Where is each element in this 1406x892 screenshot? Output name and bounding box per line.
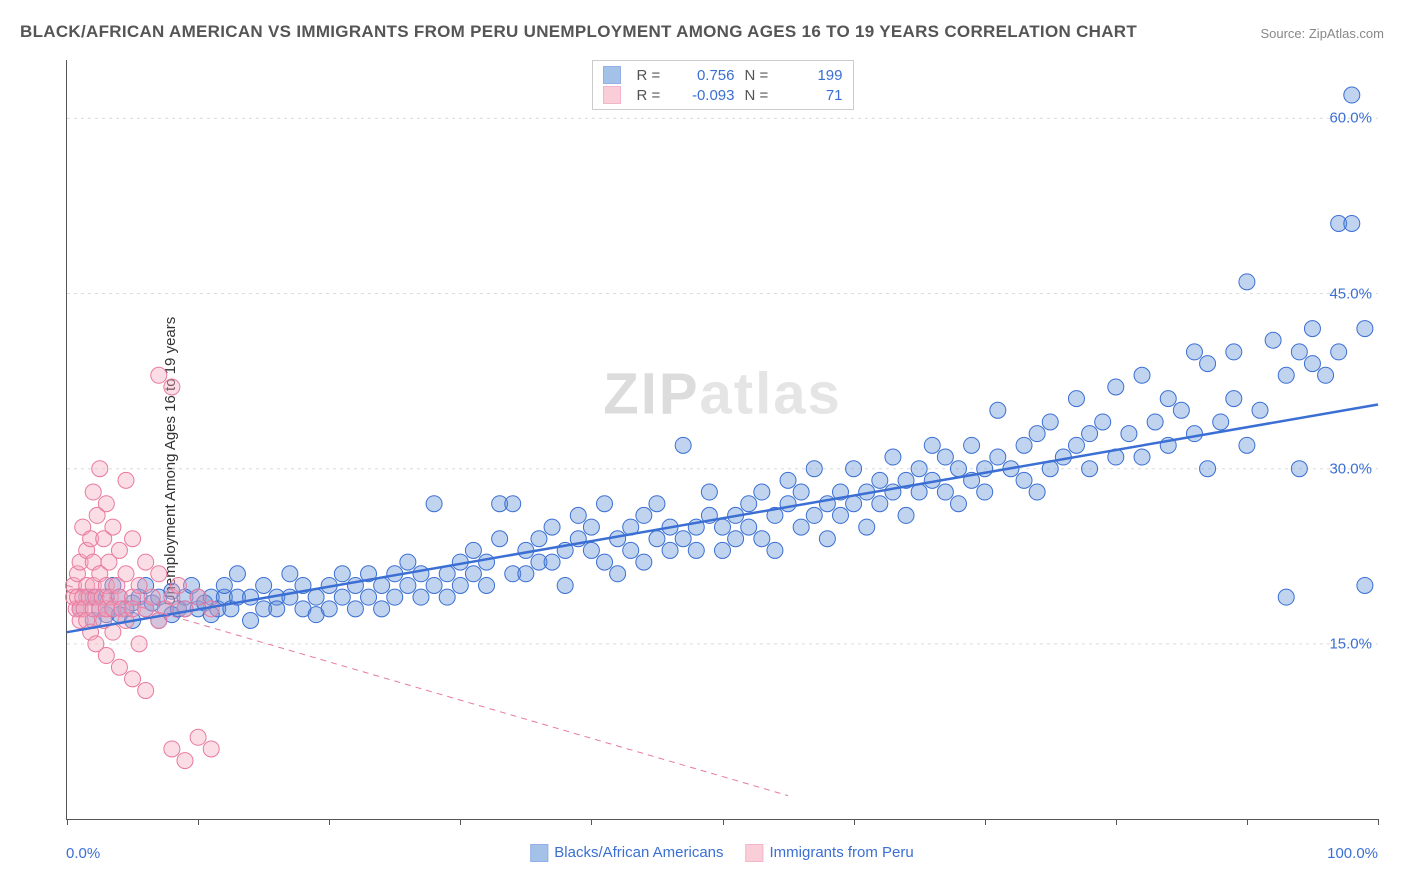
legend-swatch bbox=[530, 844, 548, 862]
legend-swatch bbox=[603, 86, 621, 104]
r-value: -0.093 bbox=[677, 87, 735, 104]
correlation-legend-row: R = 0.756 N = 199 bbox=[603, 65, 843, 85]
source-prefix: Source: bbox=[1260, 26, 1308, 41]
series-legend: Blacks/African Americans Immigrants from … bbox=[530, 844, 913, 862]
legend-swatch bbox=[603, 66, 621, 84]
n-label: N = bbox=[745, 87, 775, 104]
correlation-legend: R = 0.756 N = 199 R = -0.093 N = 71 bbox=[592, 60, 854, 110]
regression-line bbox=[67, 404, 1378, 632]
source-link[interactable]: ZipAtlas.com bbox=[1309, 26, 1384, 41]
x-tick-mark bbox=[1378, 819, 1379, 825]
legend-swatch bbox=[746, 844, 764, 862]
n-value: 71 bbox=[785, 87, 843, 104]
y-tick-label: 30.0% bbox=[1329, 460, 1372, 477]
y-tick-label: 60.0% bbox=[1329, 110, 1372, 127]
legend-label: Immigrants from Peru bbox=[770, 844, 914, 861]
correlation-legend-row: R = -0.093 N = 71 bbox=[603, 85, 843, 105]
plot-area: ZIPatlas R =0.756N =199R =-0.093N =71 15… bbox=[66, 60, 1378, 820]
regression-line bbox=[67, 585, 788, 795]
r-value: 0.756 bbox=[677, 67, 735, 84]
chart-title: BLACK/AFRICAN AMERICAN VS IMMIGRANTS FRO… bbox=[20, 22, 1137, 42]
n-value: 199 bbox=[785, 67, 843, 84]
x-axis-labels: 0.0% 100.0% Blacks/African Americans Immi… bbox=[66, 822, 1378, 862]
chart-container: Unemployment Among Ages 16 to 19 years Z… bbox=[18, 50, 1388, 872]
legend-item: Blacks/African Americans bbox=[530, 844, 723, 862]
y-tick-label: 45.0% bbox=[1329, 285, 1372, 302]
r-label: R = bbox=[637, 67, 667, 84]
source-attribution: Source: ZipAtlas.com bbox=[1260, 26, 1384, 41]
x-axis-max-label: 100.0% bbox=[1327, 845, 1378, 862]
y-tick-label: 15.0% bbox=[1329, 635, 1372, 652]
r-label: R = bbox=[637, 87, 667, 104]
n-label: N = bbox=[745, 67, 775, 84]
regression-layer bbox=[67, 60, 1378, 819]
legend-label: Blacks/African Americans bbox=[554, 844, 723, 861]
x-axis-min-label: 0.0% bbox=[66, 845, 100, 862]
legend-item: Immigrants from Peru bbox=[746, 844, 914, 862]
